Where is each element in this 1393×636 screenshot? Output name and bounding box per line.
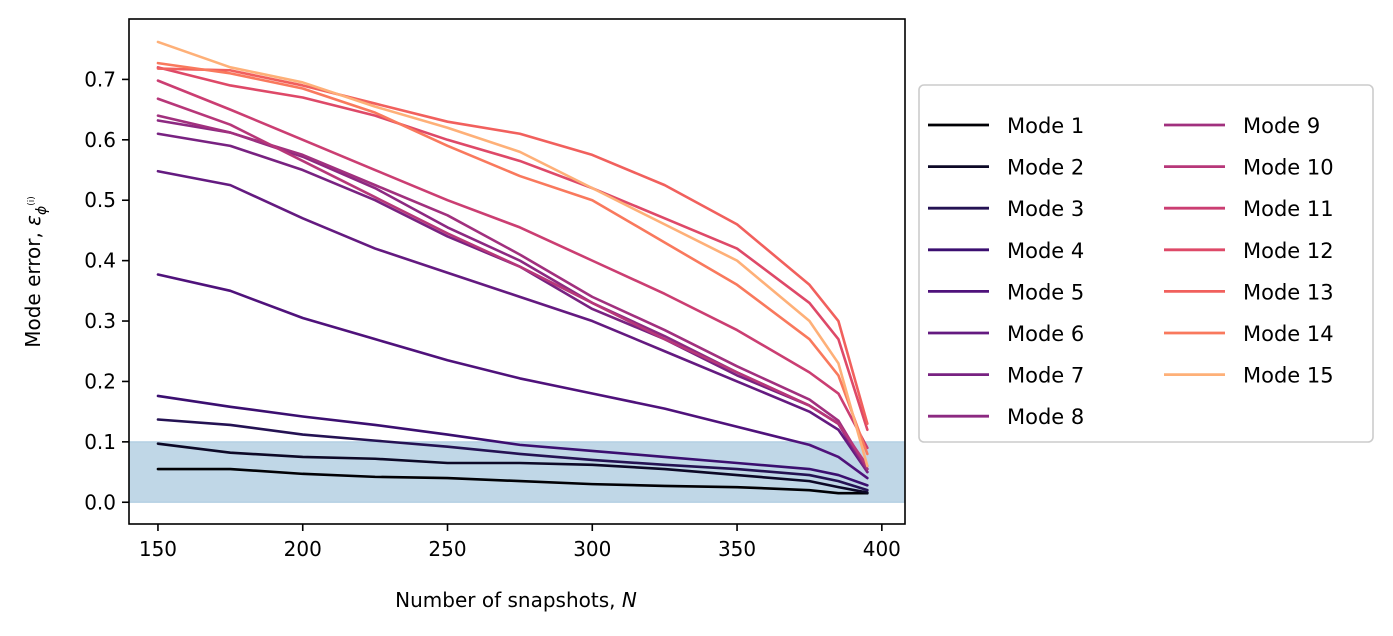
- legend-label-mode-14: Mode 14: [1243, 322, 1334, 346]
- series-line-mode-9: [156, 114, 869, 471]
- x-tick-label: 200: [284, 537, 322, 561]
- legend-label-mode-10: Mode 10: [1243, 156, 1334, 180]
- legend-label-mode-7: Mode 7: [1007, 364, 1084, 388]
- series-line-mode-2: [156, 442, 869, 494]
- legend-label-mode-13: Mode 13: [1243, 280, 1334, 304]
- x-axis-label: Number of snapshots, N: [395, 588, 637, 612]
- legend-label-mode-1: Mode 1: [1007, 114, 1084, 138]
- axes-layer: [128, 18, 906, 525]
- legend: Mode 1 Mode 2 Mode 3 Mode 4 Mode 5 Mode 6 Mode…: [918, 84, 1374, 443]
- legend-label-mode-6: Mode 6: [1007, 322, 1084, 346]
- legend-label-mode-2: Mode 2: [1007, 156, 1084, 180]
- legend-label-mode-15: Mode 15: [1243, 364, 1334, 388]
- legend-label-mode-11: Mode 11: [1243, 197, 1334, 221]
- legend-label-mode-12: Mode 12: [1243, 239, 1334, 263]
- series-line-mode-13: [156, 67, 869, 426]
- x-tick-label: 250: [428, 537, 466, 561]
- legend-label-mode-5: Mode 5: [1007, 280, 1084, 304]
- x-tick-label: 400: [863, 537, 901, 561]
- plot-frame: [128, 18, 906, 525]
- x-tick-label: 350: [718, 537, 756, 561]
- series-line-mode-1: [156, 467, 869, 495]
- series-line-mode-4: [156, 394, 869, 487]
- y-tick-label: 0.0: [84, 490, 116, 514]
- legend-box: [918, 84, 1374, 443]
- y-tick-label: 0.2: [84, 369, 116, 393]
- series-line-mode-10: [156, 97, 869, 468]
- y-tick-label: 0.3: [84, 309, 116, 333]
- y-tick-label: 0.5: [84, 188, 116, 212]
- y-tick-label: 0.1: [84, 430, 116, 454]
- legend-label-mode-9: Mode 9: [1243, 114, 1320, 138]
- y-tick-label: 0.4: [84, 249, 116, 273]
- y-axis: 0.0 0.1 0.2 0.3 0.4 0.5 0.6 0.7: [84, 67, 129, 514]
- series-layer: [156, 40, 869, 495]
- series-line-mode-3: [156, 418, 869, 492]
- legend-label-mode-8: Mode 8: [1007, 405, 1084, 429]
- series-line-mode-11: [156, 79, 869, 450]
- x-tick-label: 300: [573, 537, 611, 561]
- x-tick-label: 150: [139, 537, 177, 561]
- y-tick-label: 0.7: [84, 67, 116, 91]
- series-line-mode-15: [156, 40, 869, 468]
- series-line-mode-6: [156, 169, 869, 474]
- legend-label-mode-3: Mode 3: [1007, 197, 1084, 221]
- series-line-mode-14: [156, 61, 869, 456]
- x-axis: 150 200 250 300 350 400: [139, 524, 901, 561]
- y-axis-label: Mode error, εϕ(i): [21, 196, 50, 348]
- legend-label-mode-4: Mode 4: [1007, 239, 1084, 263]
- series-line-mode-5: [156, 273, 869, 480]
- series-line-mode-12: [156, 66, 869, 432]
- y-tick-label: 0.6: [84, 128, 116, 152]
